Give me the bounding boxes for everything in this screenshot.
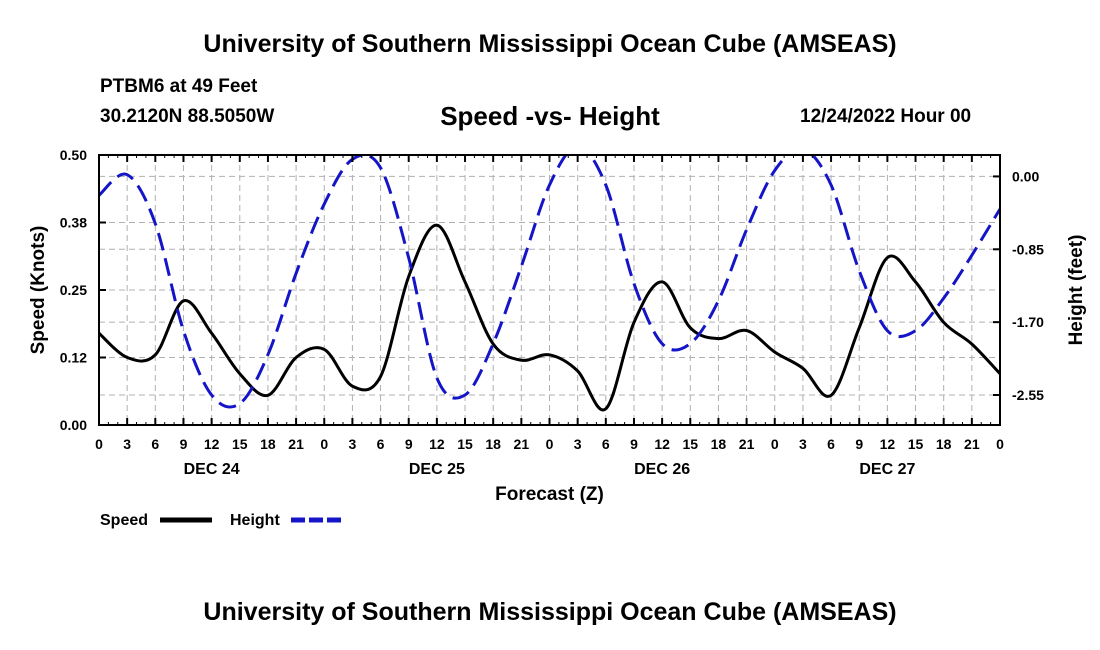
y2-tick-label: -1.70 xyxy=(1012,314,1044,330)
forecast-datetime: 12/24/2022 Hour 00 xyxy=(800,106,972,127)
x-tick-label: 12 xyxy=(204,436,220,452)
y-tick-label: 0.38 xyxy=(60,215,87,231)
x-tick-label: 15 xyxy=(232,436,248,452)
x-tick-label: 21 xyxy=(964,436,980,452)
x-tick-label: 6 xyxy=(827,436,835,452)
chart-main-title: University of Southern Mississippi Ocean… xyxy=(203,30,897,58)
x-tick-label: 18 xyxy=(485,436,501,452)
x-tick-label: 0 xyxy=(771,436,779,452)
station-coordinates: 30.2120N 88.5050W xyxy=(100,106,275,127)
x-tick-label: 21 xyxy=(739,436,755,452)
legend-height-label: Height xyxy=(230,512,280,529)
speed-series-line xyxy=(99,223,1000,412)
x-tick-label: 21 xyxy=(514,436,530,452)
x-tick-label: 15 xyxy=(457,436,473,452)
x-axis-title: Forecast (Z) xyxy=(495,484,604,505)
x-tick-label: 18 xyxy=(260,436,276,452)
x-tick-label: 6 xyxy=(377,436,385,452)
footer-title: University of Southern Mississippi Ocean… xyxy=(203,598,897,626)
legend-speed-label: Speed xyxy=(100,512,148,529)
x-date-label: DEC 27 xyxy=(859,461,915,478)
height-series-line xyxy=(99,155,1000,409)
x-tick-label: 9 xyxy=(630,436,638,452)
y-tick-label: 0.12 xyxy=(60,350,87,366)
x-tick-label: 0 xyxy=(95,436,103,452)
y2-tick-label: -2.55 xyxy=(1012,387,1044,403)
x-tick-label: 6 xyxy=(602,436,610,452)
x-tick-label: 12 xyxy=(880,436,896,452)
grid-lines xyxy=(99,155,1000,425)
x-tick-label: 0 xyxy=(546,436,554,452)
x-tick-label: 12 xyxy=(429,436,445,452)
x-tick-label: 21 xyxy=(288,436,304,452)
x-tick-label: 3 xyxy=(123,436,131,452)
x-tick-label: 15 xyxy=(908,436,924,452)
y-tick-label: 0.00 xyxy=(60,417,87,433)
x-tick-label: 18 xyxy=(936,436,952,452)
x-tick-label: 0 xyxy=(996,436,1004,452)
x-date-label: DEC 24 xyxy=(184,461,240,478)
x-tick-label: 3 xyxy=(574,436,582,452)
x-tick-label: 0 xyxy=(320,436,328,452)
x-tick-label: 18 xyxy=(711,436,727,452)
y-axis-title: Speed (Knots) xyxy=(28,226,49,355)
y-tick-label: 0.50 xyxy=(60,147,87,163)
x-tick-label: 9 xyxy=(180,436,188,452)
x-tick-label: 6 xyxy=(151,436,159,452)
chart-subtitle: Speed -vs- Height xyxy=(440,101,660,131)
y2-axis-title: Height (feet) xyxy=(1066,235,1087,346)
chart-legend: Speed Height xyxy=(100,512,343,529)
x-tick-label: 9 xyxy=(855,436,863,452)
x-tick-label: 12 xyxy=(654,436,670,452)
y-tick-label: 0.25 xyxy=(60,282,87,298)
station-name: PTBM6 at 49 Feet xyxy=(100,76,258,97)
y2-tick-label: -0.85 xyxy=(1012,241,1044,257)
x-tick-label: 3 xyxy=(349,436,357,452)
x-date-label: DEC 26 xyxy=(634,461,690,478)
x-date-label: DEC 25 xyxy=(409,461,465,478)
x-tick-label: 9 xyxy=(405,436,413,452)
y2-tick-label: 0.00 xyxy=(1012,168,1039,184)
x-tick-label: 15 xyxy=(682,436,698,452)
x-tick-label: 3 xyxy=(799,436,807,452)
